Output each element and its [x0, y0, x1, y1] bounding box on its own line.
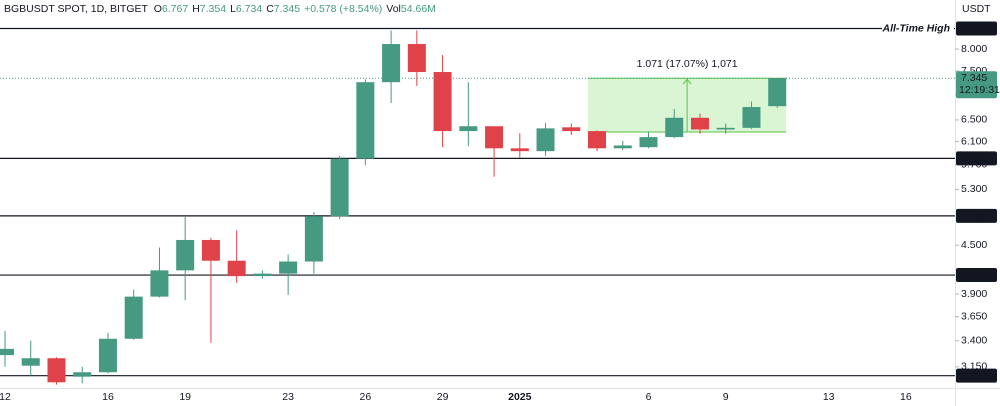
candle-body: [253, 273, 272, 277]
legend-header: BGBUSDT SPOT, 1D, BITGET O6.767 H7.354 L6.7…: [4, 3, 436, 15]
ohlc-key: L: [230, 3, 236, 15]
y-tick-label: 3.400: [961, 335, 987, 347]
candle-body: [716, 127, 735, 130]
candle-body: [665, 117, 684, 138]
y-tick-label: 4.500: [961, 239, 987, 251]
level-label-bg: [956, 368, 997, 383]
candle-body: [613, 145, 632, 149]
measure-label: 1.071 (17.07%) 1,071: [637, 58, 738, 70]
annotation-bg: [882, 20, 954, 37]
candle-body: [150, 270, 169, 297]
plot: 8.0007.5007.0006.5006.1005.7005.3004.500…: [0, 27, 987, 403]
last-price-label: 7.345: [961, 72, 987, 84]
y-tick-label: 6.500: [961, 114, 987, 126]
last-price-bg: [956, 71, 997, 99]
candle-body: [690, 117, 709, 130]
candle-body: [356, 82, 375, 159]
volume-key: Vol: [386, 3, 401, 15]
level-label-bg: [956, 268, 997, 283]
level-label: 4.123: [961, 269, 987, 281]
candle-body: [433, 72, 452, 132]
candle-body: [742, 107, 761, 128]
annotation: All-Time High: [882, 22, 950, 34]
x-tick-label: 6: [646, 391, 652, 403]
candle-body: [382, 44, 401, 83]
x-tick-label: 19: [179, 391, 191, 403]
countdown: 12:19:31: [959, 84, 1000, 96]
candle-body: [588, 131, 607, 149]
candle-body: [639, 137, 658, 148]
level-label-bg: [956, 21, 997, 36]
candle-body: [201, 239, 220, 261]
candle-body: [124, 296, 143, 339]
level-label: 8.499: [961, 23, 987, 35]
y-tick-label: 6.100: [961, 135, 987, 147]
candle-body: [485, 126, 504, 149]
candle-body: [176, 239, 195, 271]
volume: 54.66M: [401, 3, 436, 15]
x-tick-label: 12: [0, 391, 11, 403]
level-label-bg: [956, 208, 997, 223]
x-tick-label: 23: [282, 391, 294, 403]
x-tick-label: 13: [823, 391, 835, 403]
y-tick-label: 8.000: [961, 43, 987, 55]
ohlc-value: 7.345: [274, 3, 300, 15]
candle-body: [562, 127, 581, 132]
candle-body: [768, 78, 787, 107]
candle-body: [510, 148, 529, 152]
x-tick-label: 9: [723, 391, 729, 403]
candle-body: [0, 348, 14, 356]
candle-body: [304, 216, 323, 262]
candle-body: [279, 261, 298, 274]
level-label: 3.069: [961, 370, 987, 382]
ohlc-key: C: [266, 3, 274, 15]
y-tick-label: 5.300: [961, 183, 987, 195]
ohlc-key: H: [192, 3, 200, 15]
candle-body: [459, 126, 478, 132]
x-tick-label: 29: [437, 391, 449, 403]
level-label: 4.905: [961, 210, 987, 222]
currency: USDT: [962, 3, 991, 15]
level-label: 5.806: [961, 153, 987, 165]
level-label-bg: [956, 151, 997, 166]
overlay: All-Time High 8.499 5.806 4.905 4.123 3.069 7.…: [882, 20, 1000, 383]
symbol: BGBUSDT SPOT, 1D, BITGET: [4, 3, 149, 15]
change: +0.578 (+8.54%): [304, 3, 382, 15]
candle-body: [73, 372, 92, 377]
ohlc-key: O: [154, 3, 162, 15]
ohlc-value: 6.767: [162, 3, 188, 15]
x-tick-label: 2025: [508, 391, 532, 403]
candle-body: [47, 358, 66, 383]
candle-body: [98, 338, 117, 373]
candle-body: [227, 260, 246, 277]
x-tick-label: 26: [360, 391, 372, 403]
x-tick-label: 16: [102, 391, 114, 403]
candle-body: [536, 128, 555, 152]
y-tick-label: 3.650: [961, 310, 987, 322]
ohlc-value: 6.734: [236, 3, 262, 15]
candle-body: [330, 158, 349, 217]
candle-body: [407, 44, 426, 73]
x-tick-label: 16: [900, 391, 912, 403]
candle-body: [21, 358, 40, 366]
ohlc-value: 7.354: [200, 3, 226, 15]
y-tick-label: 3.900: [961, 288, 987, 300]
measure-arrow-head: [682, 78, 692, 85]
